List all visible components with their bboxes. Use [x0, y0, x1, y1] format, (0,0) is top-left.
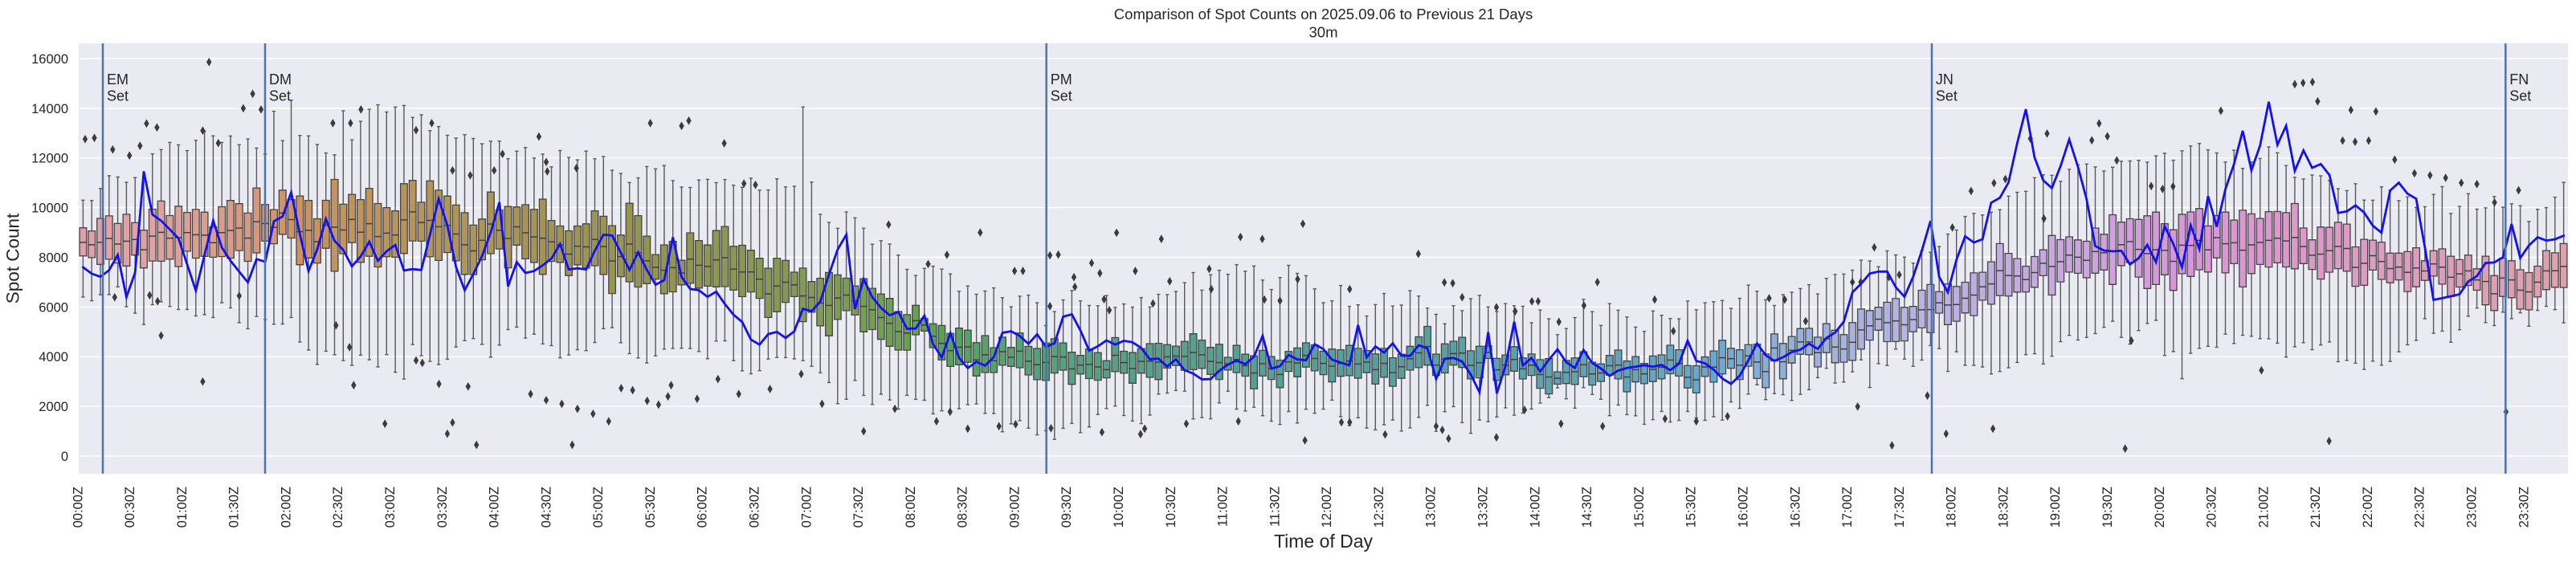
- svg-text:8000: 8000: [39, 251, 68, 266]
- svg-text:12:00Z: 12:00Z: [1320, 487, 1334, 527]
- svg-text:Spot Count: Spot Count: [2, 213, 22, 303]
- svg-text:17:00Z: 17:00Z: [1840, 487, 1855, 527]
- svg-text:11:30Z: 11:30Z: [1268, 487, 1282, 527]
- svg-text:21:30Z: 21:30Z: [2309, 487, 2323, 527]
- svg-text:DM: DM: [269, 71, 292, 88]
- svg-text:Set: Set: [1936, 88, 1958, 104]
- svg-text:14:30Z: 14:30Z: [1580, 487, 1594, 527]
- svg-text:18:30Z: 18:30Z: [1996, 487, 2011, 527]
- svg-text:02:00Z: 02:00Z: [279, 487, 293, 527]
- svg-text:16:30Z: 16:30Z: [1788, 487, 1802, 527]
- svg-text:10:30Z: 10:30Z: [1164, 487, 1178, 527]
- svg-text:08:30Z: 08:30Z: [956, 487, 970, 527]
- svg-text:17:30Z: 17:30Z: [1892, 487, 1907, 527]
- svg-text:00:00Z: 00:00Z: [71, 487, 85, 527]
- svg-text:FN: FN: [2509, 71, 2529, 88]
- svg-text:16:00Z: 16:00Z: [1737, 487, 1751, 527]
- svg-text:6000: 6000: [39, 300, 68, 315]
- svg-text:Time of Day: Time of Day: [1274, 531, 1374, 552]
- svg-text:11:00Z: 11:00Z: [1216, 487, 1231, 527]
- svg-text:10000: 10000: [31, 202, 68, 216]
- svg-text:4000: 4000: [39, 350, 68, 364]
- svg-text:18:00Z: 18:00Z: [1945, 487, 1959, 527]
- svg-text:10:00Z: 10:00Z: [1112, 487, 1126, 527]
- svg-text:15:30Z: 15:30Z: [1684, 487, 1699, 527]
- svg-text:00:30Z: 00:30Z: [123, 487, 137, 527]
- svg-text:16000: 16000: [31, 52, 68, 67]
- svg-text:Comparison of Spot Counts on 2: Comparison of Spot Counts on 2025.09.06 …: [1114, 6, 1533, 22]
- svg-text:07:30Z: 07:30Z: [851, 487, 866, 527]
- svg-text:12:30Z: 12:30Z: [1372, 487, 1386, 527]
- svg-text:03:00Z: 03:00Z: [383, 487, 398, 527]
- svg-text:02:30Z: 02:30Z: [331, 487, 345, 527]
- svg-text:08:00Z: 08:00Z: [904, 487, 918, 527]
- svg-text:23:30Z: 23:30Z: [2517, 487, 2531, 527]
- svg-text:EM: EM: [107, 71, 129, 88]
- svg-text:13:30Z: 13:30Z: [1476, 487, 1491, 527]
- svg-text:30m: 30m: [1309, 23, 1338, 40]
- svg-text:JN: JN: [1936, 71, 1953, 88]
- svg-text:0: 0: [61, 450, 68, 464]
- svg-text:09:30Z: 09:30Z: [1059, 487, 1074, 527]
- svg-text:PM: PM: [1051, 71, 1072, 88]
- svg-text:Set: Set: [269, 88, 291, 104]
- svg-text:2000: 2000: [39, 400, 68, 414]
- svg-text:20:30Z: 20:30Z: [2205, 487, 2219, 527]
- svg-text:19:30Z: 19:30Z: [2100, 487, 2115, 527]
- svg-text:Set: Set: [2509, 88, 2531, 104]
- svg-text:22:30Z: 22:30Z: [2413, 487, 2427, 527]
- svg-text:14000: 14000: [31, 102, 68, 116]
- svg-text:Set: Set: [107, 88, 129, 104]
- svg-text:06:30Z: 06:30Z: [748, 487, 762, 527]
- svg-text:05:00Z: 05:00Z: [591, 487, 606, 527]
- svg-text:13:00Z: 13:00Z: [1424, 487, 1439, 527]
- svg-text:20:00Z: 20:00Z: [2153, 487, 2167, 527]
- svg-text:22:00Z: 22:00Z: [2361, 487, 2375, 527]
- svg-text:06:00Z: 06:00Z: [696, 487, 710, 527]
- svg-text:01:30Z: 01:30Z: [227, 487, 242, 527]
- svg-text:09:00Z: 09:00Z: [1007, 487, 1022, 527]
- svg-text:04:00Z: 04:00Z: [488, 487, 502, 527]
- svg-text:15:00Z: 15:00Z: [1632, 487, 1647, 527]
- svg-text:19:00Z: 19:00Z: [2048, 487, 2063, 527]
- svg-text:07:00Z: 07:00Z: [799, 487, 814, 527]
- svg-text:03:30Z: 03:30Z: [435, 487, 450, 527]
- svg-text:05:30Z: 05:30Z: [643, 487, 658, 527]
- svg-text:23:00Z: 23:00Z: [2465, 487, 2480, 527]
- svg-text:04:30Z: 04:30Z: [539, 487, 553, 527]
- svg-text:Set: Set: [1051, 88, 1072, 104]
- svg-text:01:00Z: 01:00Z: [175, 487, 190, 527]
- svg-text:21:00Z: 21:00Z: [2256, 487, 2271, 527]
- svg-text:12000: 12000: [31, 152, 68, 166]
- svg-text:14:00Z: 14:00Z: [1528, 487, 1542, 527]
